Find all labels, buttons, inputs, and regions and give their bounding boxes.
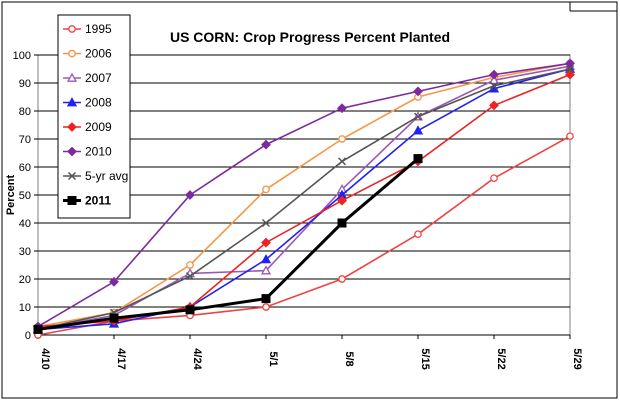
series-line: [37, 135, 571, 336]
data-point: [565, 58, 575, 69]
x-tick-label: 5/22: [495, 348, 507, 369]
x-tick-label: 5/29: [571, 348, 583, 369]
data-point: [185, 190, 195, 200]
data-point: [337, 195, 347, 206]
y-tick-labels: 0 10 20 30 40 50 60 70 80 90 100: [13, 50, 31, 342]
data-point: [261, 218, 271, 228]
data-point: [261, 139, 271, 150]
data-point: [185, 305, 195, 315]
data-point: [337, 103, 347, 114]
y-tick-label: 50: [19, 190, 31, 202]
data-point: [413, 86, 423, 97]
series-layer: [32, 58, 576, 339]
series-line: [37, 62, 571, 328]
data-point: [186, 261, 194, 269]
legend-marker: [68, 49, 76, 58]
y-tick-label: 90: [19, 78, 31, 90]
x-tick-label: 5/1: [267, 351, 279, 366]
y-tick-label: 0: [25, 330, 31, 342]
data-point: [566, 132, 574, 141]
legend-label: 2007: [85, 71, 112, 85]
legend-item: 2010: [63, 145, 112, 159]
data-point: [413, 112, 423, 121]
legend-label: 2009: [85, 120, 112, 134]
series-line: [37, 73, 571, 328]
legend: 1995 2006 2007 2008 2009 2010 5-yr avg 2011: [57, 14, 131, 219]
series-line: [37, 65, 571, 331]
data-point: [260, 254, 272, 264]
data-point: [337, 218, 347, 228]
legend-label: 2008: [85, 96, 112, 110]
legend-marker: [67, 171, 77, 181]
legend-item: 2008: [63, 96, 112, 110]
legend-item: 2011: [63, 194, 111, 208]
legend-marker: [67, 146, 77, 157]
data-point: [33, 324, 43, 334]
y-tick-label: 70: [19, 134, 31, 146]
legend-label: 2011: [85, 194, 111, 208]
y-tick-label: 10: [19, 302, 31, 314]
data-point: [413, 154, 423, 164]
data-point: [412, 125, 424, 135]
data-point: [490, 174, 498, 183]
x-tick-label: 4/24: [191, 348, 203, 370]
data-point: [109, 313, 119, 323]
legend-marker: [66, 97, 78, 107]
data-point: [338, 275, 346, 283]
y-tick-label: 20: [19, 274, 31, 286]
x-tick-label: 4/10: [39, 348, 51, 369]
series-2011: [33, 154, 423, 334]
data-point: [262, 303, 270, 311]
legend-marker: [67, 196, 77, 205]
y-tick-label: 80: [19, 106, 31, 118]
data-point: [261, 237, 271, 248]
y-tick-label: 60: [19, 162, 31, 174]
data-point: [109, 276, 119, 287]
y-tick-label: 30: [19, 246, 31, 258]
legend-box: [57, 14, 131, 219]
legend-marker: [66, 72, 78, 82]
legend-item: 2006: [63, 47, 112, 61]
chart-title: US CORN: Crop Progress Percent Planted: [170, 29, 450, 45]
legend-label: 2006: [85, 47, 112, 61]
data-point: [261, 294, 271, 304]
data-point: [489, 81, 499, 90]
data-point: [260, 265, 272, 275]
data-point: [489, 100, 499, 111]
data-point: [337, 157, 347, 166]
x-tick-labels: 4/10 4/17 4/24 5/1 5/8 5/15 5/22 5/29: [39, 348, 583, 370]
x-tick-label: 5/8: [343, 351, 355, 366]
legend-label: 1995: [85, 22, 112, 36]
series-line: [37, 157, 419, 331]
data-point: [565, 64, 575, 74]
data-point: [338, 135, 346, 143]
legend-marker: [68, 25, 76, 33]
series-line: [37, 68, 571, 331]
y-tick-label: 40: [19, 218, 31, 230]
series-line: [37, 62, 571, 328]
legend-item: 2007: [63, 71, 112, 85]
legend-item: 5-yr avg: [63, 169, 128, 183]
y-tick-label: 100: [13, 50, 31, 62]
data-point: [414, 230, 422, 239]
series-line: [37, 68, 571, 331]
data-point: [565, 69, 575, 80]
legend-marker: [67, 122, 77, 132]
x-tick-label: 5/15: [419, 348, 431, 369]
legend-item: 1995: [63, 22, 112, 36]
legend-label: 2010: [85, 145, 112, 159]
data-point: [489, 69, 499, 80]
x-tick-label: 4/17: [115, 348, 127, 369]
y-axis-label: Percent: [5, 174, 17, 215]
legend-item: 2009: [63, 120, 112, 134]
data-point: [185, 272, 195, 281]
data-point: [262, 185, 270, 194]
legend-label: 5-yr avg: [85, 169, 128, 183]
